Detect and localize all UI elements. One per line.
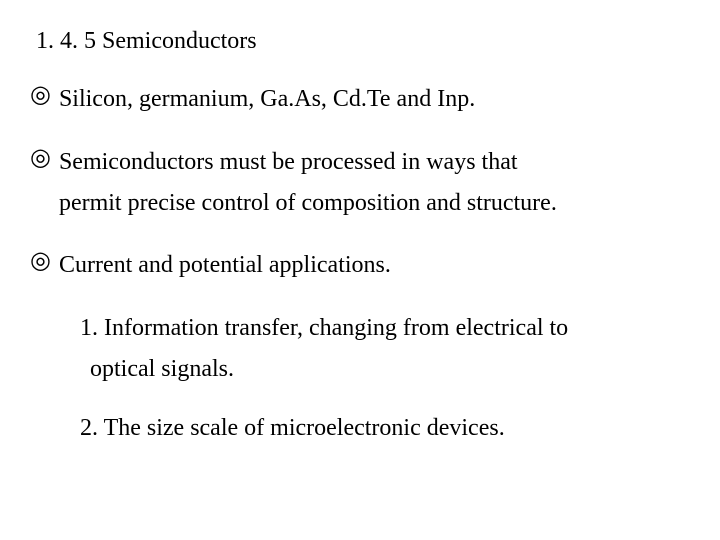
- bullet-item: ◎ Semiconductors must be processed in wa…: [30, 142, 700, 224]
- bullet-marker-icon: ◎: [30, 142, 51, 176]
- sub-line: optical signals.: [90, 356, 234, 382]
- bullet-text: Semiconductors must be processed in ways…: [59, 142, 557, 224]
- bullet-line: Semiconductors must be processed in ways…: [59, 149, 518, 175]
- sub-list: 1. Information transfer, changing from e…: [80, 308, 700, 448]
- bullet-line: permit precise control of composition an…: [59, 190, 557, 216]
- sub-item: 1. Information transfer, changing from e…: [80, 308, 700, 390]
- bullet-marker-icon: ◎: [30, 245, 51, 279]
- bullet-item: ◎ Current and potential applications.: [30, 245, 700, 286]
- sub-line: 1. Information transfer, changing from e…: [80, 315, 568, 341]
- section-heading: 1. 4. 5 Semiconductors: [36, 28, 700, 55]
- bullet-item: ◎ Silicon, germanium, Ga.As, Cd.Te and I…: [30, 79, 700, 120]
- sub-line: 2. The size scale of microelectronic dev…: [80, 415, 505, 441]
- bullet-text: Silicon, germanium, Ga.As, Cd.Te and Inp…: [59, 79, 475, 120]
- sub-item: 2. The size scale of microelectronic dev…: [80, 408, 700, 449]
- bullet-marker-icon: ◎: [30, 79, 51, 113]
- bullet-text: Current and potential applications.: [59, 245, 391, 286]
